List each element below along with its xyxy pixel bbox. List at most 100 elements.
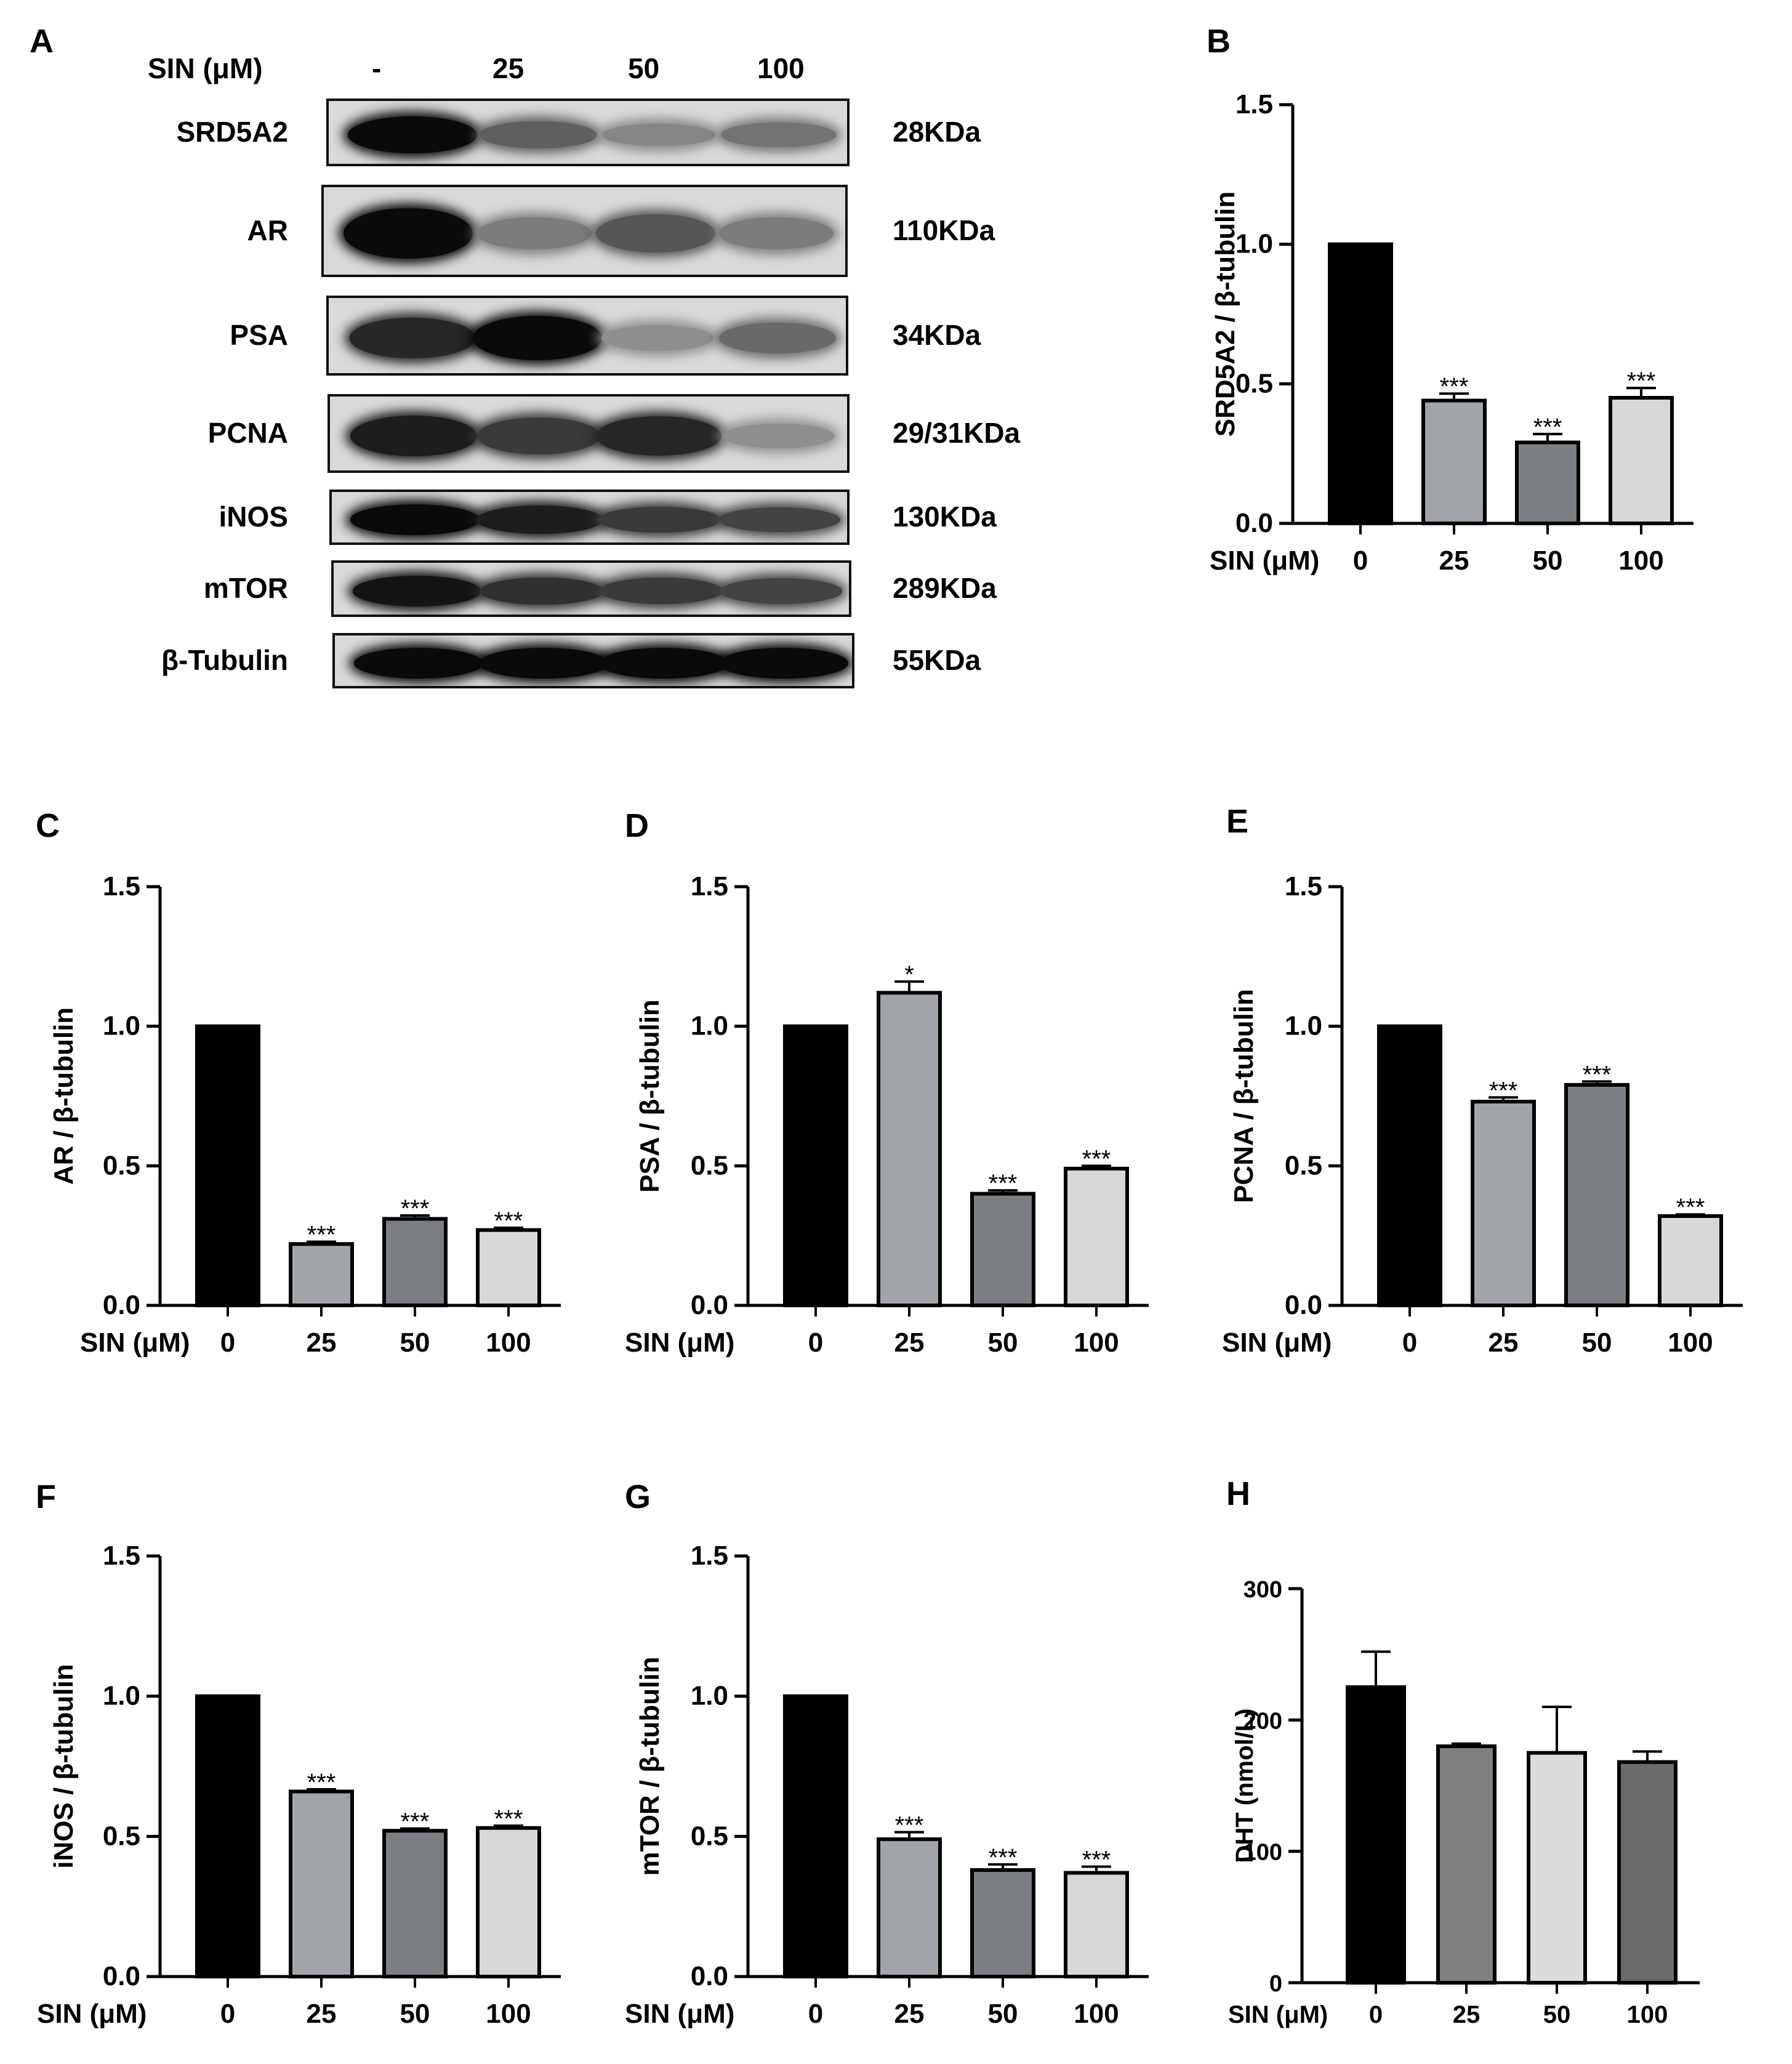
significance-label: *** <box>1489 1077 1518 1104</box>
bar <box>1658 1214 1723 1308</box>
significance-label: *** <box>1082 1145 1111 1172</box>
significance-label: *** <box>1627 368 1656 395</box>
x-tick-label: 25 <box>1489 1328 1519 1358</box>
x-tick-label: 100 <box>1618 546 1663 576</box>
blot-kda-label: 130KDa <box>893 501 997 533</box>
bar <box>1328 242 1393 525</box>
bar <box>877 1837 942 1979</box>
y-tick-label: 0.0 <box>1285 1290 1322 1320</box>
x-tick-label: 0 <box>220 1328 235 1358</box>
y-tick-label: 0.5 <box>1236 368 1273 398</box>
x-axis-title: SIN (μM) <box>37 1999 147 2029</box>
blot-kda-label: 29/31KDa <box>893 417 1021 449</box>
blot-protein-label: PCNA <box>207 417 288 449</box>
y-axis-title: iNOS / β-tubulin <box>49 1664 79 1868</box>
panel-label-f: F <box>36 1478 56 1515</box>
x-tick-label: 25 <box>1439 546 1469 576</box>
blot-band <box>601 123 715 147</box>
y-axis-title: DHT (nmol/L) <box>1231 1708 1258 1863</box>
y-tick-label: 100 <box>1244 1840 1282 1866</box>
x-tick-label: 50 <box>988 1999 1018 2029</box>
x-axis-title: SIN (μM) <box>625 1328 734 1358</box>
significance-label: *** <box>494 1805 523 1832</box>
x-axis-title: SIN (μM) <box>625 1999 734 2029</box>
blot-protein-label: mTOR <box>203 572 288 604</box>
bar <box>195 1024 260 1307</box>
blot-kda-label: 28KDa <box>893 116 981 148</box>
blot-band <box>723 423 835 449</box>
blot-band <box>473 316 603 360</box>
blot-kda-label: 110KDa <box>893 214 995 246</box>
x-tick-label: 25 <box>307 1328 337 1358</box>
x-tick-label: 100 <box>486 1999 531 2029</box>
x-tick-label: 0 <box>1353 546 1368 576</box>
blot-band <box>719 648 849 679</box>
y-tick-label: 1.5 <box>1236 89 1273 119</box>
y-axis-title: SRD5A2 / β-tubulin <box>1210 191 1240 437</box>
blot-membrane-strip <box>332 633 854 688</box>
blot-band <box>719 217 834 250</box>
x-tick-label: 0 <box>1369 2001 1383 2028</box>
bar <box>382 1217 448 1308</box>
x-tick-label: 25 <box>894 1328 925 1358</box>
x-tick-label: 0 <box>1402 1328 1417 1358</box>
y-tick-label: 0.5 <box>691 1150 728 1180</box>
x-tick-label: 50 <box>400 1999 430 2029</box>
y-axis-title: mTOR / β-tubulin <box>635 1657 665 1876</box>
y-tick-label: 0.5 <box>103 1821 140 1851</box>
blot-protein-label: iNOS <box>219 501 288 533</box>
y-tick-label: 0.0 <box>691 1290 728 1320</box>
blot-band <box>353 648 483 679</box>
y-tick-label: 1.5 <box>103 1541 140 1571</box>
x-tick-label: 50 <box>400 1328 430 1358</box>
x-tick-label: 100 <box>1668 1328 1713 1358</box>
bar <box>1421 398 1487 525</box>
blot-band <box>599 648 729 679</box>
blot-membrane-strip <box>326 296 848 376</box>
y-tick-label: 200 <box>1244 1708 1282 1734</box>
lane-label-0: - <box>372 52 382 84</box>
bar <box>970 1191 1035 1307</box>
blot-band <box>476 505 603 534</box>
bar <box>1064 1166 1129 1308</box>
lane-label-50: 50 <box>628 52 660 84</box>
y-tick-label: 1.0 <box>691 1681 728 1711</box>
x-tick-label: 0 <box>808 1999 823 2029</box>
blot-protein-label: AR <box>247 214 288 246</box>
bar <box>382 1829 448 1978</box>
y-tick-label: 0.5 <box>103 1150 140 1180</box>
blot-band <box>349 318 475 358</box>
significance-label: *** <box>494 1207 523 1235</box>
blot-kda-label: 55KDa <box>893 644 981 676</box>
panel-label-g: G <box>625 1478 651 1515</box>
bar <box>1515 440 1580 525</box>
y-tick-label: 1.0 <box>691 1011 728 1041</box>
blot-band <box>595 214 715 253</box>
y-tick-label: 0.0 <box>103 1290 140 1320</box>
bar <box>289 1789 354 1978</box>
x-tick-label: 100 <box>486 1328 531 1358</box>
blot-band <box>600 578 723 605</box>
x-tick-label: 100 <box>1627 2001 1668 2028</box>
significance-label: *** <box>1533 414 1562 441</box>
bar <box>783 1024 848 1307</box>
blot-kda-label: 289KDa <box>893 572 997 604</box>
bar <box>783 1694 848 1979</box>
blot-band <box>479 648 609 679</box>
bar <box>1617 1760 1677 1985</box>
y-axis-title: PSA / β-tubulin <box>635 999 665 1193</box>
y-tick-label: 1.5 <box>691 1541 728 1571</box>
bar <box>195 1694 260 1979</box>
blot-band <box>353 576 481 607</box>
x-tick-label: 50 <box>1533 546 1563 576</box>
y-axis-title: PCNA / β-tubulin <box>1229 989 1259 1203</box>
blot-membrane-strip <box>329 490 850 545</box>
lane-label-100: 100 <box>757 52 805 84</box>
blot-protein-label: PSA <box>230 319 288 351</box>
y-tick-label: 0.5 <box>691 1821 728 1851</box>
